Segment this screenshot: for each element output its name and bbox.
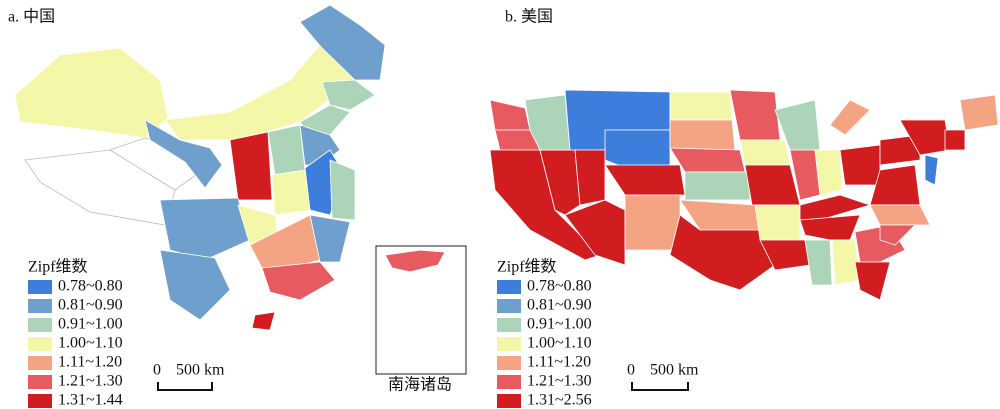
china-map: [14, 4, 386, 331]
legend-swatch: [497, 299, 521, 313]
legend-swatch: [28, 337, 52, 351]
scale-bar: [631, 382, 689, 391]
legend-swatch: [497, 356, 521, 370]
panel-title: a. 中国: [8, 8, 55, 26]
legend-swatch: [497, 337, 521, 351]
legend-swatch: [28, 375, 52, 389]
inset-map: [384, 249, 446, 273]
legend-swatch: [28, 318, 52, 332]
legend: Zipf维数 0.78~0.80 0.81~0.90 0.91~1.00 1.00~1.…: [497, 258, 592, 409]
legend-swatch: [497, 375, 521, 389]
panel-title: b. 美国: [505, 8, 553, 26]
legend-label: 1.11~1.20: [58, 354, 122, 371]
legend-label: 0.78~0.80: [58, 278, 123, 295]
legend-label: 1.21~1.30: [527, 373, 592, 390]
scale-start: 0: [153, 362, 161, 379]
scale-bar: [157, 382, 213, 391]
us-map: [489, 89, 999, 301]
legend-label: 1.00~1.10: [527, 335, 592, 352]
legend-title: Zipf维数: [28, 258, 88, 276]
legend-title: Zipf维数: [497, 258, 557, 276]
inset-label: 南海诸岛: [388, 376, 452, 394]
legend-label: 0.91~1.00: [527, 316, 592, 333]
legend-swatch: [497, 318, 521, 332]
legend-label: 1.00~1.10: [58, 335, 123, 352]
legend-swatch: [497, 280, 521, 294]
legend-label: 1.31~1.44: [58, 392, 123, 409]
legend-label: 1.11~1.20: [527, 354, 591, 371]
legend-swatch: [28, 394, 52, 408]
legend-label: 0.78~0.80: [527, 278, 592, 295]
legend-label: 1.21~1.30: [58, 373, 123, 390]
legend-swatch: [28, 356, 52, 370]
legend-swatch: [497, 394, 521, 408]
scale-start: 0: [627, 362, 635, 379]
scale-end: 500 km: [176, 362, 225, 379]
legend: Zipf维数 0.78~0.80 0.81~0.90 0.91~1.00 1.00~1.…: [28, 258, 123, 409]
legend-label: 1.31~2.56: [527, 392, 592, 409]
legend-label: 0.81~0.90: [527, 297, 592, 314]
legend-label: 0.91~1.00: [58, 316, 123, 333]
legend-swatch: [28, 280, 52, 294]
inset-frame: [375, 245, 467, 375]
scale-end: 500 km: [650, 362, 699, 379]
legend-swatch: [28, 299, 52, 313]
legend-label: 0.81~0.90: [58, 297, 123, 314]
